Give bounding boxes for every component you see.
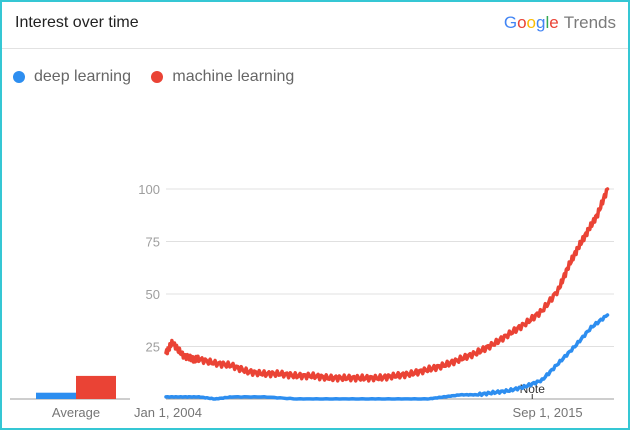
legend: deep learning machine learning (13, 68, 310, 88)
google-trends-logo: Google Trends (504, 13, 616, 33)
average-label: Average (52, 405, 100, 420)
logo-letter: o (517, 13, 527, 32)
logo-letter: G (503, 13, 518, 32)
y-tick-label: 75 (146, 235, 160, 250)
legend-label: machine learning (172, 68, 295, 85)
average-bar-machine-learning (76, 375, 116, 399)
average-bar-deep-learning (36, 392, 76, 399)
logo-letter: e (549, 13, 559, 32)
trends-wordmark: Trends (563, 13, 616, 32)
logo-letter: g (536, 13, 546, 32)
card-title: Interest over time (15, 14, 139, 31)
legend-dot-blue-icon (13, 71, 25, 83)
google-wordmark: Google (504, 13, 559, 33)
x-tick-label: Jan 1, 2004 (134, 405, 202, 420)
logo-letter: l (545, 13, 550, 32)
card-header: Interest over time Google Trends (2, 2, 628, 49)
series-line-machine-learning (164, 187, 610, 383)
legend-item-machine-learning[interactable]: machine learning (151, 68, 294, 86)
legend-dot-red-icon (151, 71, 164, 83)
y-tick-label: 50 (146, 287, 160, 302)
series-line-deep-learning (164, 313, 610, 401)
legend-label: deep learning (34, 68, 131, 85)
x-tick-label: Sep 1, 2015 (513, 405, 583, 420)
logo-letter: o (526, 13, 536, 32)
y-tick-label: 25 (146, 340, 160, 355)
y-tick-label: 100 (138, 182, 160, 197)
legend-item-deep-learning[interactable]: deep learning (13, 68, 131, 86)
